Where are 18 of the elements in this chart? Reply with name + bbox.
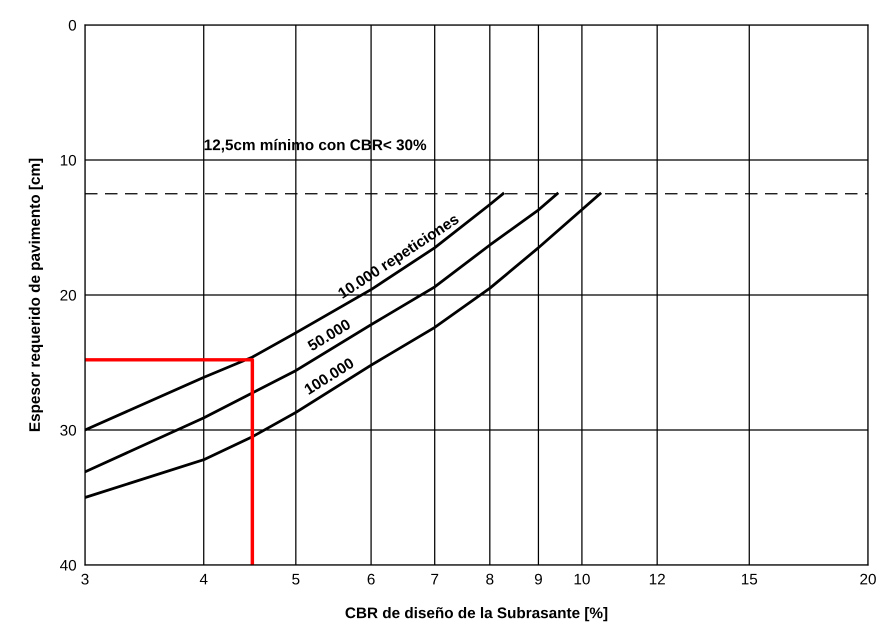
x-tick-label: 10 [574,574,590,585]
x-tick-label: 6 [368,574,375,585]
x-tick-label: 20 [860,574,876,585]
x-tick-label: 5 [292,574,300,585]
y-tick-label: 30 [60,424,76,436]
y-tick-label: 10 [60,154,76,166]
y-tick-label: 20 [60,290,76,301]
x-tick-label: 8 [486,574,494,585]
x-tick-label: 9 [534,574,542,585]
y-axis-title: Espesor requerido de pavimento [cm] [28,158,44,432]
x-tick-label: 3 [81,574,89,585]
x-tick-label: 4 [200,574,208,584]
x-tick-label: 15 [742,574,758,585]
x-tick-label: 7 [431,574,438,584]
y-tick-label: 40 [60,560,76,571]
x-axis-title: CBR de diseño de la Subrasante [%] [346,607,608,622]
y-tick-label: 0 [68,20,76,31]
x-tick-label: 12 [650,574,665,584]
